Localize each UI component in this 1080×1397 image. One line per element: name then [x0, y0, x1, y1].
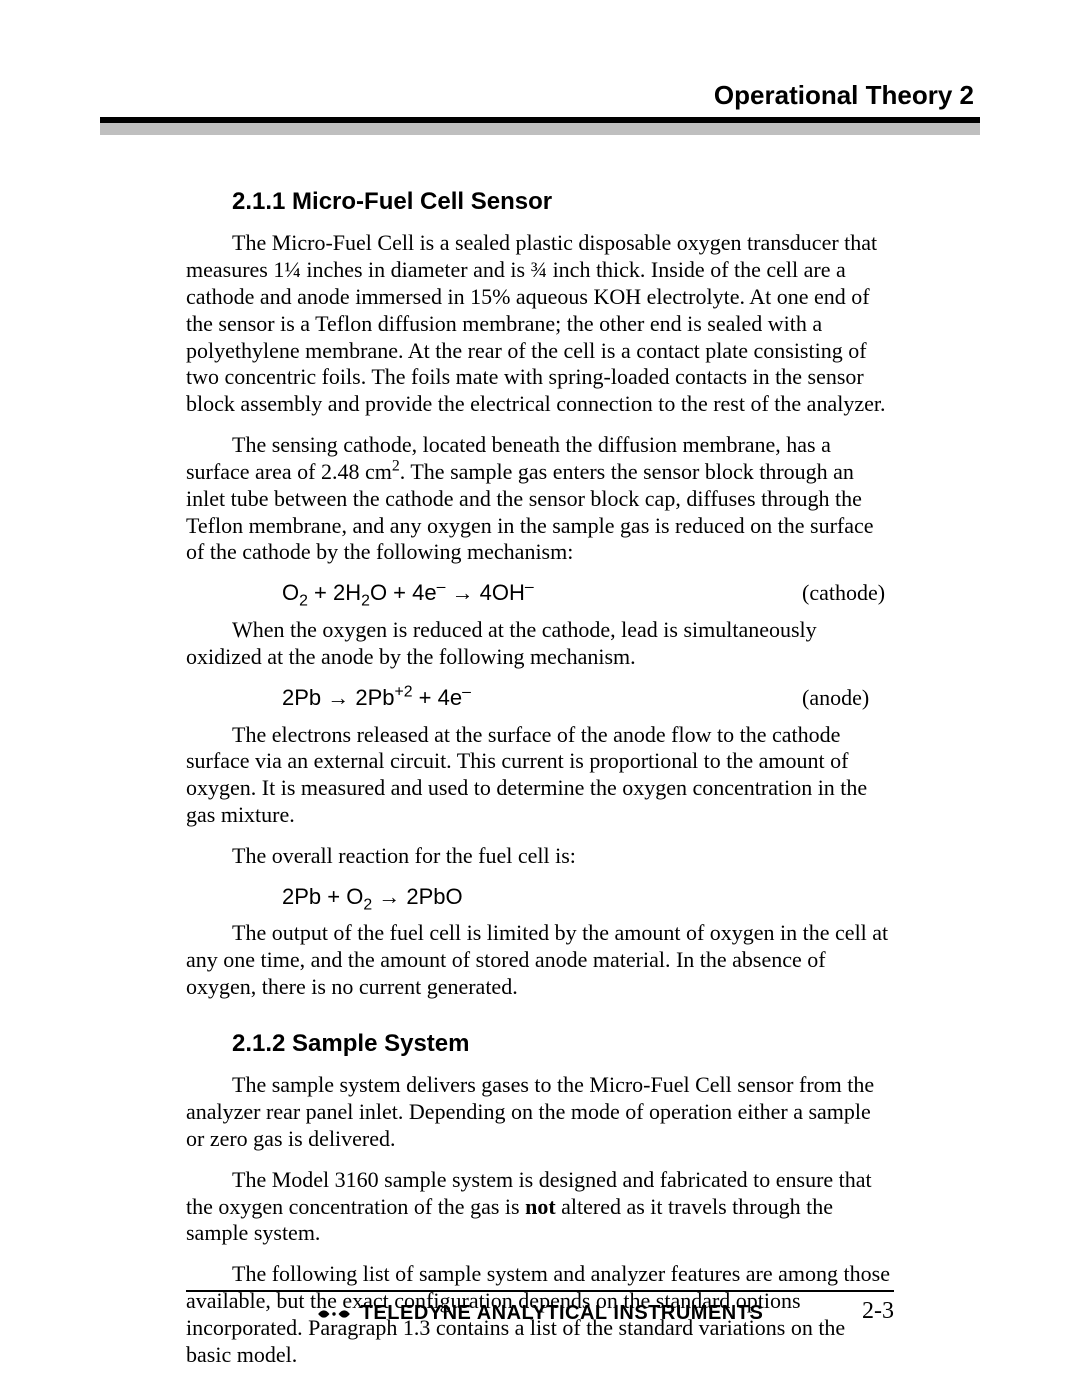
eq-c-t3: O + 4e [370, 580, 437, 605]
footer-line: TELEDYNE ANALYTICAL INSTRUMENTS 2-3 [100, 1302, 980, 1325]
page-footer: TELEDYNE ANALYTICAL INSTRUMENTS 2-3 [100, 1290, 980, 1325]
section-title-212: 2.1.2 Sample System [232, 1029, 894, 1058]
equation-cathode-expr: O2 + 2H2O + 4e– → 4OH– [282, 580, 642, 607]
para-211-3: When the oxygen is reduced at the cathod… [186, 617, 894, 671]
eq-o-t1: 2Pb + O [282, 884, 363, 909]
equation-overall-expr: 2Pb + O2 → 2PbO [282, 884, 642, 911]
header-rule-grey [100, 123, 980, 135]
section-title-211: 2.1.1 Micro-Fuel Cell Sensor [232, 187, 894, 216]
footer-page-number: 2-3 [862, 1298, 894, 1325]
eq-c-t2: + 2H [308, 580, 361, 605]
equation-overall: 2Pb + O2 → 2PbO [186, 884, 894, 911]
equation-anode-expr: 2Pb → 2Pb+2 + 4e– [282, 685, 642, 712]
para-212-2-bold: not [525, 1194, 556, 1219]
eq-c-t1: O [282, 580, 299, 605]
para-211-2: The sensing cathode, located beneath the… [186, 432, 894, 566]
footer-rule [186, 1290, 894, 1292]
eq-a-sup1: +2 [395, 683, 413, 700]
para-211-4: The electrons released at the surface of… [186, 722, 894, 829]
para-212-2: The Model 3160 sample system is designed… [186, 1167, 894, 1247]
eq-a-sup2: – [462, 683, 471, 700]
footer-brand: TELEDYNE ANALYTICAL INSTRUMENTS [317, 1302, 764, 1325]
page-content: 2.1.1 Micro-Fuel Cell Sensor The Micro-F… [100, 187, 980, 1369]
para-212-1: The sample system delivers gases to the … [186, 1072, 894, 1152]
teledyne-logo-icon [317, 1304, 351, 1324]
eq-o-t2: → 2PbO [372, 884, 462, 909]
para-211-2-sup: 2 [392, 458, 400, 475]
eq-a-t2: + 4e [413, 685, 463, 710]
para-211-6: The output of the fuel cell is limited b… [186, 920, 894, 1000]
eq-o-s1: 2 [363, 896, 372, 913]
equation-anode: 2Pb → 2Pb+2 + 4e– (anode) [186, 685, 894, 712]
equation-anode-label: (anode) [802, 685, 869, 712]
footer-brand-text: TELEDYNE ANALYTICAL INSTRUMENTS [361, 1302, 764, 1325]
eq-c-s2: 2 [361, 593, 370, 610]
page: Operational Theory 2 2.1.1 Micro-Fuel Ce… [0, 0, 1080, 1397]
eq-c-t4: → 4OH [445, 580, 524, 605]
para-211-5: The overall reaction for the fuel cell i… [186, 843, 894, 870]
eq-a-t1: 2Pb → 2Pb [282, 685, 395, 710]
eq-c-s1: 2 [299, 593, 308, 610]
equation-cathode: O2 + 2H2O + 4e– → 4OH– (cathode) [186, 580, 894, 607]
running-header: Operational Theory 2 [100, 80, 980, 111]
eq-c-sup2: – [525, 579, 534, 596]
equation-cathode-label: (cathode) [802, 580, 885, 607]
para-211-1: The Micro-Fuel Cell is a sealed plastic … [186, 230, 894, 418]
